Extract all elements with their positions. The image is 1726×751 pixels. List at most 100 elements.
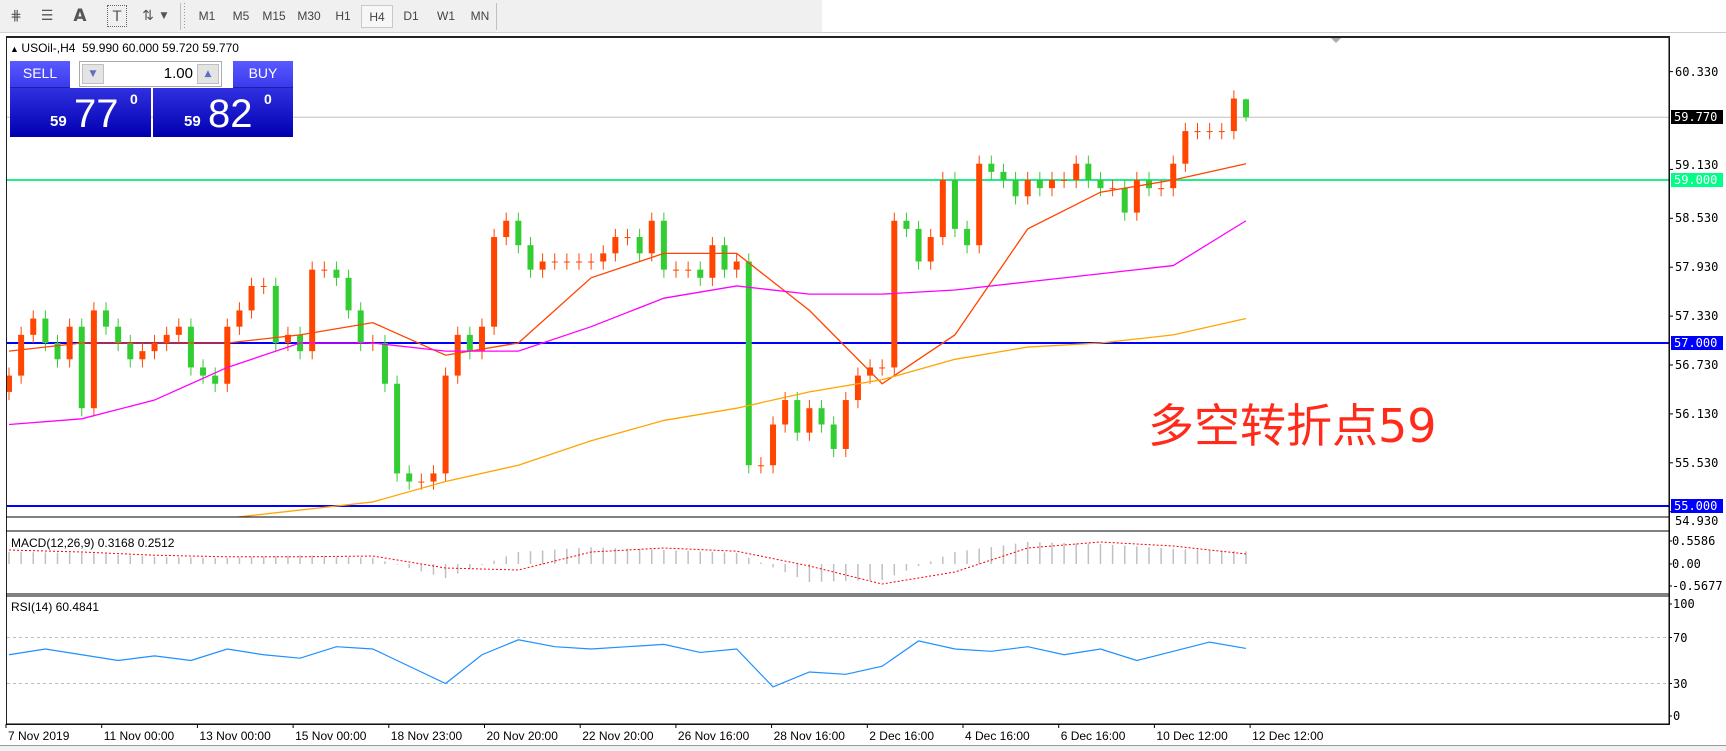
candle-body bbox=[103, 310, 110, 327]
candle-body bbox=[563, 261, 570, 263]
candle-body bbox=[903, 220, 910, 229]
candle-body bbox=[139, 351, 146, 360]
candle-body bbox=[272, 285, 279, 343]
rsi-line bbox=[8, 639, 1247, 688]
buy-button[interactable]: BUY bbox=[233, 61, 293, 88]
macd-axis-label: 0.00 bbox=[1672, 557, 1701, 571]
candle-body bbox=[1024, 180, 1031, 197]
candle-body bbox=[236, 310, 243, 327]
timeframe-w1-button[interactable]: W1 bbox=[437, 9, 455, 23]
candle bbox=[891, 212, 898, 376]
fibonacci-fan-icon[interactable]: ☰ bbox=[40, 8, 54, 24]
candle bbox=[527, 237, 534, 278]
price-panel[interactable] bbox=[6, 90, 1669, 518]
price-tag-55.000[interactable]: 55.000 bbox=[1671, 499, 1723, 513]
candle-body bbox=[66, 326, 73, 360]
toolbar-separator bbox=[496, 3, 497, 30]
candle-body bbox=[527, 245, 534, 270]
candle bbox=[1073, 155, 1080, 189]
candle-body bbox=[939, 180, 946, 238]
timeframe-m1-button[interactable]: M1 bbox=[198, 9, 216, 23]
lot-size-input[interactable]: ▼ 1.00 ▲ bbox=[79, 61, 222, 87]
rsi-panel[interactable] bbox=[7, 637, 1669, 688]
candle bbox=[1133, 171, 1140, 221]
price-axis-label: 56.730 bbox=[1675, 358, 1719, 372]
candle bbox=[685, 261, 692, 278]
timeframe-h4-button[interactable]: H4 bbox=[361, 5, 393, 28]
candle bbox=[442, 367, 449, 482]
candle bbox=[1121, 180, 1128, 221]
candle bbox=[964, 220, 971, 254]
timeframe-h1-button[interactable]: H1 bbox=[335, 9, 351, 23]
candle-body bbox=[503, 220, 510, 238]
candle bbox=[115, 318, 122, 352]
candle bbox=[175, 318, 182, 343]
dropdown-arrow-icon[interactable]: ▼ bbox=[160, 11, 168, 21]
chart-annotation-text[interactable]: 多空转折点59 bbox=[1148, 399, 1437, 453]
sell-button[interactable]: SELL bbox=[10, 61, 70, 88]
candle bbox=[103, 302, 110, 335]
time-axis-label: 26 Nov 16:00 bbox=[677, 729, 750, 743]
text-icon[interactable]: A bbox=[73, 6, 87, 26]
candle bbox=[418, 473, 425, 490]
candle-body bbox=[660, 220, 667, 270]
fibonacci-expansion-icon[interactable]: ⋕ bbox=[10, 8, 22, 24]
candle bbox=[163, 326, 170, 352]
candle-body bbox=[42, 318, 49, 343]
candle-body bbox=[648, 220, 655, 254]
candle bbox=[515, 212, 522, 254]
collapse-triangle-icon[interactable]: ▲ bbox=[10, 44, 22, 54]
lot-decrease-button[interactable]: ▼ bbox=[82, 64, 104, 84]
chart-shift-marker-icon[interactable] bbox=[1331, 38, 1341, 43]
timeframe-m15-button[interactable]: M15 bbox=[262, 9, 286, 23]
candle bbox=[988, 155, 995, 180]
candle bbox=[588, 253, 595, 270]
candle bbox=[1024, 171, 1031, 205]
price-axis-label: 59.130 bbox=[1675, 158, 1719, 172]
candle-body bbox=[212, 375, 219, 384]
arrows-icon[interactable]: ⇅ bbox=[142, 8, 154, 24]
macd-title: MACD(12,26,9) 0.3168 0.2512 bbox=[11, 536, 175, 550]
time-axis-label: 28 Nov 16:00 bbox=[773, 729, 845, 743]
lot-increase-button[interactable]: ▲ bbox=[197, 64, 219, 84]
candle-body bbox=[1243, 99, 1249, 118]
timeframe-mn-button[interactable]: MN bbox=[470, 9, 490, 23]
candle-body bbox=[466, 334, 473, 352]
candle-body bbox=[745, 261, 752, 466]
timeframe-m30-button[interactable]: M30 bbox=[297, 9, 321, 23]
time-axis-label: 7 Nov 2019 bbox=[8, 729, 70, 743]
timeframe-m5-button[interactable]: M5 bbox=[232, 9, 250, 23]
price-tag-59.770[interactable]: 59.770 bbox=[1671, 110, 1723, 125]
one-click-trading-panel: SELL ▼ 1.00 ▲ BUY 59 77 0 59 82 0 bbox=[10, 61, 293, 137]
price-tag-57.000[interactable]: 57.000 bbox=[1671, 336, 1723, 350]
mid-moving-average-line bbox=[8, 220, 1247, 426]
candle-body bbox=[333, 269, 340, 278]
price-axis-label: 60.330 bbox=[1675, 64, 1719, 79]
lot-value[interactable]: 1.00 bbox=[163, 65, 193, 82]
candle bbox=[745, 253, 752, 474]
candle bbox=[139, 343, 146, 368]
timeframe-d1-button[interactable]: D1 bbox=[403, 9, 419, 23]
candle bbox=[333, 261, 340, 286]
sell-price-pips: 77 bbox=[74, 92, 119, 136]
sell-price[interactable]: 59 77 0 bbox=[10, 88, 151, 137]
candle-body bbox=[1085, 163, 1092, 180]
candle bbox=[478, 318, 485, 360]
candle-body bbox=[127, 343, 134, 360]
candle-body bbox=[697, 269, 704, 278]
candle bbox=[1158, 180, 1165, 197]
buy-price[interactable]: 59 82 0 bbox=[153, 88, 293, 137]
candle bbox=[709, 237, 716, 286]
toolbar-grip bbox=[184, 3, 185, 30]
price-tag-59.000[interactable]: 59.000 bbox=[1671, 173, 1723, 187]
candle bbox=[1036, 171, 1043, 197]
macd-panel[interactable] bbox=[8, 541, 1247, 585]
candle-body bbox=[1073, 163, 1080, 180]
price-axis-label: 54.930 bbox=[1675, 514, 1719, 528]
candle bbox=[697, 261, 704, 286]
candle bbox=[1218, 122, 1225, 140]
candle bbox=[1000, 163, 1007, 189]
text-label-icon[interactable]: T bbox=[107, 5, 127, 27]
candle bbox=[551, 253, 558, 270]
